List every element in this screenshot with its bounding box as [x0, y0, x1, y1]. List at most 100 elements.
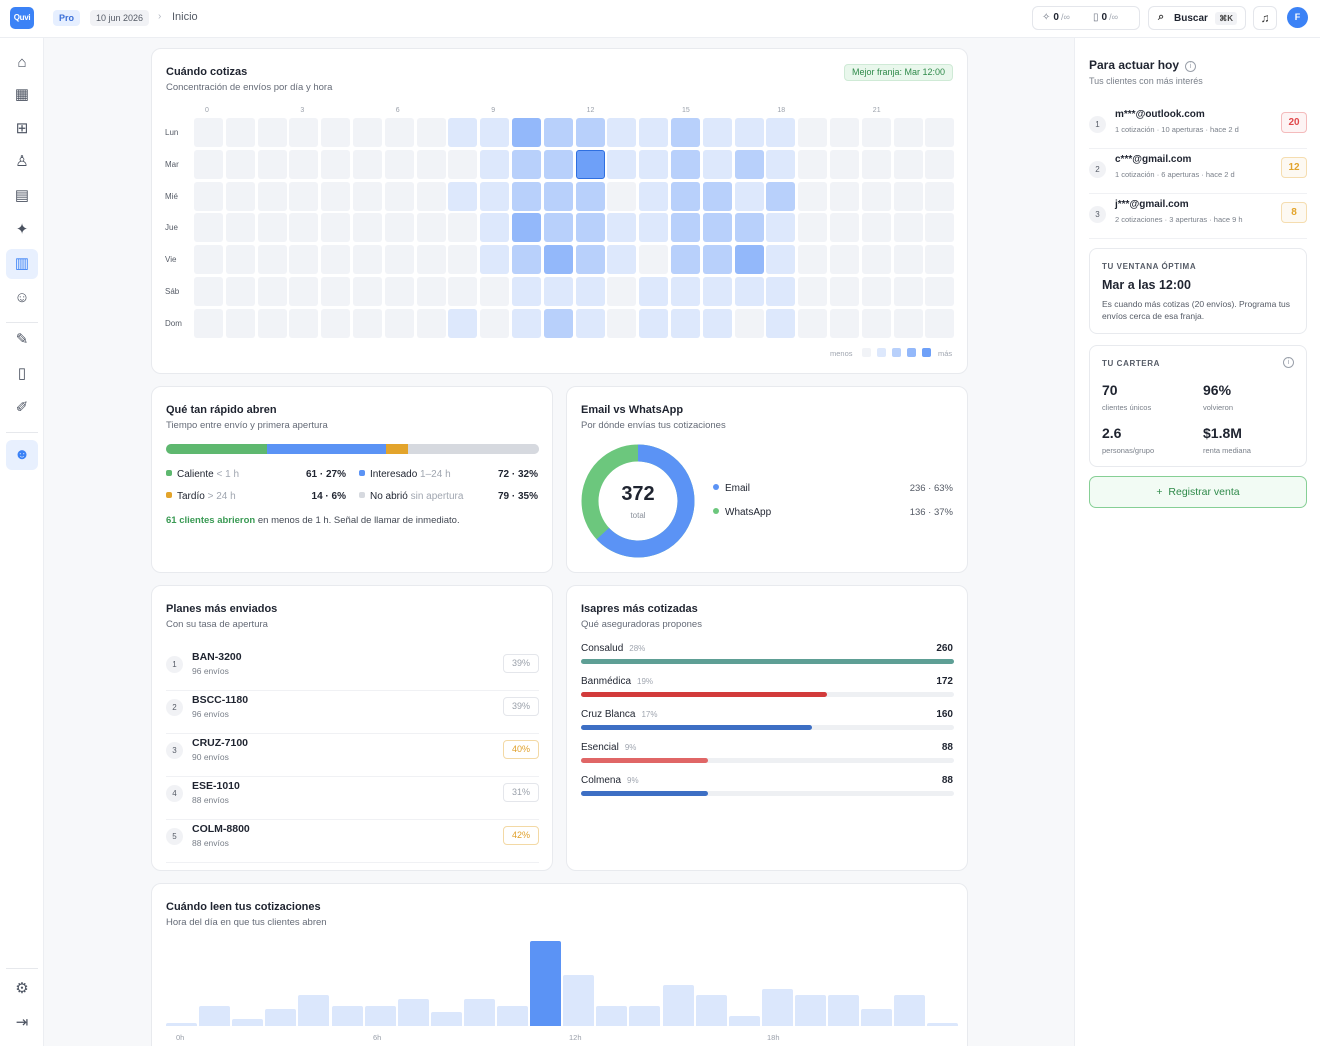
heatmap-cell[interactable]: [607, 277, 637, 306]
heatmap-cell[interactable]: [607, 181, 637, 211]
heatmap-cell[interactable]: [257, 149, 287, 179]
usage-counters[interactable]: ✧ 0/∞ ▯ 0/∞: [1032, 6, 1140, 30]
heatmap-cell[interactable]: [289, 245, 319, 275]
heatmap-cell[interactable]: [734, 277, 764, 306]
heatmap-cell[interactable]: [861, 308, 891, 338]
heatmap-cell[interactable]: [384, 308, 414, 338]
heatmap-cell[interactable]: [798, 213, 828, 243]
heatmap-cell[interactable]: [321, 277, 351, 306]
heatmap-cell[interactable]: [925, 245, 955, 275]
heatmap-cell[interactable]: [861, 149, 891, 179]
heatmap-cell[interactable]: [353, 213, 382, 243]
heatmap-cell[interactable]: [257, 118, 287, 147]
heatmap-cell[interactable]: [353, 181, 382, 211]
heatmap-cell[interactable]: [225, 181, 255, 211]
heatmap-cell[interactable]: [575, 118, 605, 147]
heatmap-cell[interactable]: [861, 213, 891, 243]
heatmap-cell[interactable]: [543, 149, 573, 179]
heatmap-cell[interactable]: [384, 181, 414, 211]
nav-sparkle-icon[interactable]: ✦: [15, 221, 29, 238]
heatmap-cell[interactable]: [861, 245, 891, 275]
heatmap-cell[interactable]: [321, 245, 351, 275]
heatmap-cell[interactable]: [384, 149, 414, 179]
heatmap-cell[interactable]: [289, 118, 319, 147]
heatmap-cell[interactable]: [798, 181, 828, 211]
heatmap-cell[interactable]: [925, 277, 955, 306]
heatmap-cell[interactable]: [702, 213, 732, 243]
heatmap-cell[interactable]: [671, 277, 700, 306]
heatmap-cell[interactable]: [448, 181, 478, 211]
heatmap-cell[interactable]: [607, 118, 637, 147]
heatmap-cell[interactable]: [353, 149, 382, 179]
heatmap-cell[interactable]: [321, 181, 351, 211]
heatmap-cell[interactable]: [861, 181, 891, 211]
heatmap-cell[interactable]: [671, 308, 700, 338]
plan-row[interactable]: 4 ESE-1010 88 envíos 31%: [166, 777, 539, 820]
heatmap-cell[interactable]: [543, 308, 573, 338]
info-icon[interactable]: i: [1185, 61, 1197, 72]
heatmap-cell[interactable]: [289, 181, 319, 211]
heatmap-cell[interactable]: [639, 308, 669, 338]
heatmap-cell[interactable]: [830, 277, 859, 306]
heatmap-cell[interactable]: [575, 213, 605, 243]
heatmap-cell[interactable]: [734, 213, 764, 243]
nav-medal-icon[interactable]: ♙: [15, 153, 29, 170]
heatmap-cell[interactable]: [893, 181, 923, 211]
heatmap-cell[interactable]: [257, 277, 287, 306]
heatmap-cell[interactable]: [448, 118, 478, 147]
heatmap-cell[interactable]: [416, 181, 446, 211]
notifications-button[interactable]: ♫: [1253, 6, 1277, 30]
heatmap-cell[interactable]: [480, 308, 510, 338]
heatmap-cell[interactable]: [893, 118, 923, 147]
heatmap-cell[interactable]: [257, 181, 287, 211]
heatmap-cell[interactable]: [639, 277, 669, 306]
heatmap-cell[interactable]: [861, 118, 891, 147]
heatmap-cell[interactable]: [448, 245, 478, 275]
heatmap-cell[interactable]: [448, 308, 478, 338]
plan-row[interactable]: 1 BAN-3200 96 envíos 39%: [166, 648, 539, 691]
heatmap-cell[interactable]: [925, 308, 955, 338]
heatmap-cell[interactable]: [512, 308, 541, 338]
heatmap-cell[interactable]: [194, 181, 223, 211]
heatmap-cell[interactable]: [639, 118, 669, 147]
heatmap-cell[interactable]: [766, 213, 796, 243]
heatmap-cell[interactable]: [893, 149, 923, 179]
heatmap-cell[interactable]: [512, 277, 541, 306]
nav-grid-icon[interactable]: ⊞: [15, 120, 29, 137]
heatmap-cell[interactable]: [639, 149, 669, 179]
heatmap-cell[interactable]: [607, 308, 637, 338]
heatmap-cell[interactable]: [321, 308, 351, 338]
nav-document-icon[interactable]: ▤: [14, 187, 30, 204]
heatmap-cell[interactable]: [639, 245, 669, 275]
heatmap-cell[interactable]: [734, 149, 764, 179]
heatmap-cell[interactable]: [194, 308, 223, 338]
register-sale-button[interactable]: + Registrar venta: [1089, 476, 1307, 508]
heatmap-cell[interactable]: [225, 308, 255, 338]
plan-row[interactable]: 5 COLM-8800 88 envíos 42%: [166, 820, 539, 863]
avatar[interactable]: F: [1287, 7, 1308, 28]
heatmap-cell[interactable]: [607, 245, 637, 275]
heatmap-cell[interactable]: [734, 308, 764, 338]
nav-wrench-icon[interactable]: ✎: [15, 331, 29, 348]
heatmap-cell[interactable]: [830, 308, 859, 338]
heatmap-cell[interactable]: [830, 213, 859, 243]
heatmap-cell[interactable]: [639, 213, 669, 243]
heatmap-cell[interactable]: [830, 118, 859, 147]
heatmap-cell[interactable]: [925, 118, 955, 147]
heatmap-cell[interactable]: [194, 118, 223, 147]
heatmap-cell[interactable]: [766, 308, 796, 338]
heatmap-cell[interactable]: [225, 277, 255, 306]
heatmap-cell[interactable]: [448, 213, 478, 243]
heatmap-cell[interactable]: [384, 213, 414, 243]
heatmap-cell[interactable]: [321, 149, 351, 179]
heatmap-cell[interactable]: [321, 213, 351, 243]
client-row[interactable]: 3 j***@gmail.com 2 cotizaciones · 3 apertu…: [1089, 194, 1307, 239]
heatmap-cell[interactable]: [671, 213, 700, 243]
heatmap-cell[interactable]: [766, 149, 796, 179]
heatmap-cell[interactable]: [512, 213, 541, 243]
plan-row[interactable]: 3 CRUZ-7100 90 envíos 40%: [166, 734, 539, 777]
nav-bot-icon[interactable]: ☻: [6, 440, 38, 470]
heatmap-cell[interactable]: [384, 245, 414, 275]
heatmap-cell[interactable]: [575, 245, 605, 275]
heatmap-cell[interactable]: [830, 245, 859, 275]
